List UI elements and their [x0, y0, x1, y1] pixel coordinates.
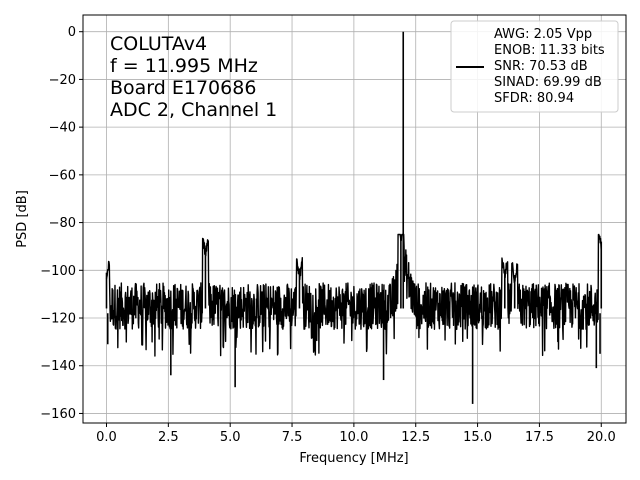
x-axis-title: Frequency [MHz]: [299, 451, 408, 466]
ticks: 0.0 2.5 5.0 7.5 10.0 12.5 15.0 17.5 20.0 0 −20 −40 −…: [40, 25, 615, 445]
y-tick-label: −20: [49, 73, 76, 88]
y-tick-label: −60: [49, 168, 76, 183]
annotation-line-2: f = 11.995 MHz: [110, 55, 258, 77]
x-tick-label: 7.5: [282, 430, 303, 445]
x-tick-label: 17.5: [525, 430, 554, 445]
annotation-line-1: COLUTAv4: [110, 33, 207, 55]
annotation-line-3: Board E170686: [110, 77, 256, 99]
x-tick-label: 2.5: [158, 430, 179, 445]
y-axis-title: PSD [dB]: [15, 190, 30, 248]
annotation-block: COLUTAv4 f = 11.995 MHz Board E170686 AD…: [110, 33, 277, 121]
x-tick-label: 15.0: [463, 430, 492, 445]
x-tick-label: 5.0: [220, 430, 241, 445]
legend-line-5: SFDR: 80.94: [494, 91, 574, 106]
legend: AWG: 2.05 Vpp ENOB: 11.33 bits SNR: 70.5…: [450, 20, 619, 113]
x-tick-label: 20.0: [587, 430, 616, 445]
annotation-line-4: ADC 2, Channel 1: [110, 99, 277, 121]
y-tick-label: 0: [68, 25, 76, 40]
y-tick-label: −140: [40, 359, 76, 374]
legend-line-4: SINAD: 69.99 dB: [494, 75, 602, 90]
y-tick-label: −40: [49, 121, 76, 136]
legend-frame: [450, 20, 619, 113]
psd-trace: [105, 233, 602, 357]
plot-frame: [82, 14, 627, 424]
y-tick-label: −100: [40, 264, 76, 279]
legend-line-1: AWG: 2.05 Vpp: [494, 27, 592, 42]
x-tick-label: 10.0: [339, 430, 368, 445]
legend-line-2: ENOB: 11.33 bits: [494, 43, 605, 58]
psd-series: [105, 31, 603, 404]
y-tick-label: −160: [40, 407, 76, 422]
y-tick-label: −80: [49, 216, 76, 231]
y-tick-label: −120: [40, 312, 76, 327]
legend-line-3: SNR: 70.53 dB: [494, 59, 588, 74]
x-tick-label: 0.0: [96, 430, 117, 445]
x-tick-label: 12.5: [401, 430, 430, 445]
